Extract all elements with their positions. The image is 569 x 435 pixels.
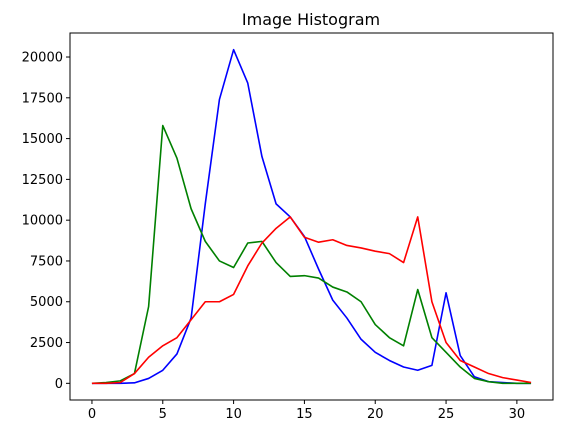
x-tick-label: 30	[509, 407, 526, 422]
y-tick-label: 7500	[30, 254, 63, 269]
series-line-0	[91, 48, 532, 385]
x-tick-label: 25	[438, 407, 455, 422]
x-tick-label: 10	[225, 407, 242, 422]
x-tick-label: 15	[296, 407, 313, 422]
y-tick-label: 20000	[22, 51, 63, 66]
y-tick-label: 12500	[22, 173, 63, 188]
y-tick-label: 17500	[22, 91, 63, 106]
y-tick-label: 2500	[30, 336, 63, 351]
y-axis-ticks: 0 2500 5000 7500 10000 12500 15000 17500 20000	[22, 51, 70, 392]
series-layer	[91, 48, 532, 385]
x-tick-label: 0	[88, 407, 96, 422]
y-tick-label: 10000	[22, 214, 63, 229]
y-tick-label: 15000	[22, 132, 63, 147]
series-line-2	[91, 216, 532, 385]
x-axis-ticks: 0 5 10 15 20 25 30	[88, 400, 525, 422]
x-tick-label: 20	[367, 407, 384, 422]
plot-frame	[69, 32, 554, 401]
chart-title: Image Histogram	[242, 10, 380, 29]
x-tick-label: 5	[159, 407, 167, 422]
y-tick-label: 0	[55, 377, 63, 392]
series-line-1	[91, 124, 532, 385]
y-tick-label: 5000	[30, 295, 63, 310]
